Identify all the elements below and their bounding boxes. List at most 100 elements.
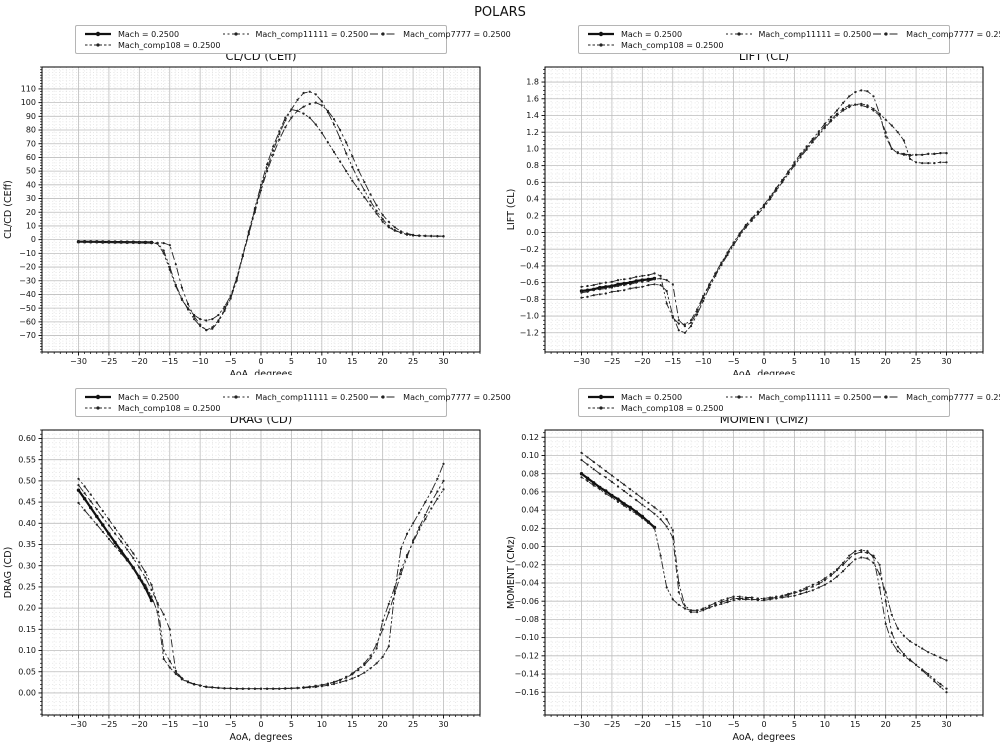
legend-line-sample-comp11111 [222,395,249,399]
y-tick-label: 0.35 [18,540,36,549]
y-tick-label: 0.30 [18,561,36,570]
legend-label-mach: Mach = 0.2500 [621,29,683,39]
y-tick-label: 20 [26,208,36,217]
y-tick-label: 0.0 [526,228,539,237]
y-tick-label: −30 [19,276,36,285]
x-tick-label: −30 [573,357,590,366]
y-tick-label: 110 [21,85,36,94]
chart-lift: −30 −25 −20 −15 −10 −5 0 5 10 15 20 25 30 −1.2 −1.0 −0.… [506,49,984,375]
y-tick-label: 0.00 [18,689,36,698]
legend-column: Mach_comp11111 = 0.2500 [221,29,368,50]
y-tick-label: 1.6 [526,94,539,103]
y-tick-label: −50 [19,304,36,313]
legend-entry-comp11111: Mach_comp11111 = 0.2500 [221,392,369,402]
x-tick-label: 5 [792,720,797,729]
legend-column: Mach_comp7777 = 0.2500 [871,29,1000,50]
y-tick-label: −1.2 [520,328,539,337]
y-tick-label: −0.14 [514,670,539,679]
legend-entry-comp7777: Mach_comp7777 = 0.2500 [368,392,511,402]
plot-area-moment [579,451,948,694]
x-tick-label: −15 [161,357,178,366]
legend-line-sample-mach [588,31,614,37]
y-tick-label: 0.12 [521,433,539,442]
legend-column: Mach = 0.2500 Mach_comp108 = 0.2500 [586,392,724,413]
legend-entry-mach: Mach = 0.2500 [586,392,724,402]
x-tick-label: 25 [408,357,418,366]
x-tick-label: 25 [911,357,921,366]
x-tick-label: 15 [850,720,860,729]
legend-label-comp11111: Mach_comp11111 = 0.2500 [255,392,369,402]
y-tick-label: 0.25 [18,583,36,592]
legend-line-sample-comp108 [85,406,111,410]
y-tick-label: 1.8 [526,78,539,87]
x-tick-label: −10 [695,357,712,366]
y-tick-label: 0.55 [18,455,36,464]
legend-entry-comp108: Mach_comp108 = 0.2500 [586,403,724,413]
y-tick-label: 1.0 [526,145,539,154]
x-axis-label: AoA, degrees [230,369,293,375]
x-tick-label: 10 [317,357,327,366]
chart-moment: −30 −25 −20 −15 −10 −5 0 5 10 15 20 25 30 −0.16 −0.14 −… [506,412,984,743]
legend-column: Mach = 0.2500 Mach_comp108 = 0.2500 [83,392,221,413]
y-tick-label: −0.4 [520,262,539,271]
x-tick-label: 5 [792,357,797,366]
x-tick-label: −25 [100,357,117,366]
x-tick-label: 15 [347,720,357,729]
legend-line-sample-comp108 [588,43,614,47]
y-tick-label: 0.60 [18,434,36,443]
x-tick-label: −30 [573,720,590,729]
x-tick-label: 0 [761,357,766,366]
x-tick-label: 5 [289,357,294,366]
x-tick-label: −20 [131,720,148,729]
y-axis-label: LIFT (CL) [506,189,517,231]
y-tick-label: −70 [19,331,36,340]
y-tick-label: −0.02 [514,560,539,569]
x-tick-label: 10 [820,357,830,366]
y-tick-label: −0.8 [520,295,539,304]
legend-column: Mach_comp11111 = 0.2500 [724,29,871,50]
legend-label-comp11111: Mach_comp11111 = 0.2500 [758,392,872,402]
legend-label-mach: Mach = 0.2500 [118,29,180,39]
legend-entry-comp11111: Mach_comp11111 = 0.2500 [724,29,871,39]
legend-line-sample-comp108 [85,43,111,47]
y-tick-label: 0.15 [18,625,36,634]
legend-column: Mach = 0.2500 Mach_comp108 = 0.2500 [83,29,221,50]
legend-column: Mach_comp11111 = 0.2500 [221,392,369,413]
y-tick-label: 1.4 [526,111,539,120]
y-axis-label: CL/CD (CEff) [3,180,14,239]
y-tick-label: 0.05 [18,667,36,676]
x-tick-label: −15 [664,357,681,366]
x-tick-label: 10 [317,720,327,729]
y-tick-label: 0.45 [18,498,36,507]
x-tick-label: 20 [881,720,891,729]
legend-drag: Mach = 0.2500 Mach_comp108 = 0.2500 Mach_c… [75,388,511,417]
x-tick-label: −15 [161,720,178,729]
panel-drag: −30 −25 −20 −15 −10 −5 0 5 10 15 20 25 30 0.00 0.05 0.1… [0,375,511,750]
legend-entry-comp7777: Mach_comp7777 = 0.2500 [368,29,511,39]
legend-label-mach: Mach = 0.2500 [621,392,683,402]
figure-title: POLARS [474,5,526,20]
x-tick-label: 25 [911,720,921,729]
y-tick-label: 0.04 [521,506,539,515]
y-tick-label: 0.20 [18,604,36,613]
x-tick-label: 15 [347,357,357,366]
chart-clcd: −30 −25 −20 −15 −10 −5 0 5 10 15 20 25 30−70−60−50−4… [3,49,481,375]
x-tick-label: −20 [634,357,651,366]
legend-entry-comp7777: Mach_comp7777 = 0.2500 [871,29,1000,39]
y-tick-label: 0.4 [526,195,539,204]
legend-label-comp108: Mach_comp108 = 0.2500 [621,403,724,413]
legend-label-comp7777: Mach_comp7777 = 0.2500 [403,392,511,402]
y-tick-label: 0.8 [526,161,539,170]
y-tick-label: 0.40 [18,519,36,528]
y-tick-label: 0.6 [526,178,539,187]
x-tick-label: −30 [70,720,87,729]
legend-column: Mach_comp7777 = 0.2500 [871,392,1000,413]
legend-label-comp108: Mach_comp108 = 0.2500 [118,40,221,50]
legend-label-mach: Mach = 0.2500 [118,392,180,402]
y-tick-label: 0.10 [521,451,539,460]
panel-lift: −30 −25 −20 −15 −10 −5 0 5 10 15 20 25 30 −1.2 −1.0 −0.… [500,0,1000,375]
legend-label-comp7777: Mach_comp7777 = 0.2500 [906,392,1000,402]
x-axis-label: AoA, degrees [230,732,293,743]
x-tick-label: −25 [100,720,117,729]
